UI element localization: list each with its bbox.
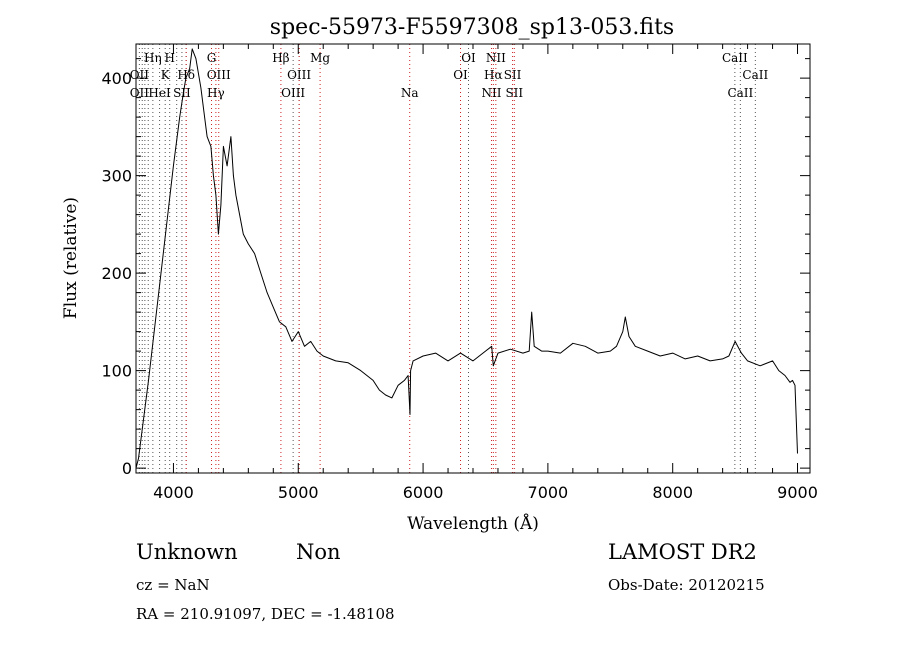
line-label-12: OIII xyxy=(287,68,311,82)
line-label-20: SII xyxy=(504,68,522,82)
spectral-subclass: Non xyxy=(296,540,341,564)
line-label-13: OIII xyxy=(281,86,305,100)
x-tick-label-1: 5000 xyxy=(278,483,319,502)
y-tick-label-2: 200 xyxy=(101,264,132,283)
y-tick-label-1: 100 xyxy=(101,362,132,381)
line-label-14: Mg xyxy=(310,51,330,65)
x-tick-label-4: 8000 xyxy=(652,483,693,502)
line-label-16: OI xyxy=(461,51,476,65)
line-label-10: Hγ xyxy=(207,86,225,100)
line-label-1: H xyxy=(164,51,174,65)
chart-title: spec-55973-F5597308_sp13-053.fits xyxy=(270,15,674,40)
line-label-4: Hδ xyxy=(177,68,195,82)
line-label-0: Hη xyxy=(144,51,162,65)
line-label-22: SII xyxy=(505,86,523,100)
line-label-24: CaII xyxy=(742,68,768,82)
line-label-25: CaII xyxy=(727,86,753,100)
line-label-17: OI xyxy=(453,68,468,82)
line-label-23: CaII xyxy=(722,51,748,65)
x-tick-label-3: 7000 xyxy=(528,483,569,502)
plot-frame xyxy=(135,43,811,474)
line-label-5: OII xyxy=(130,86,150,100)
spectrum-line xyxy=(135,48,798,469)
y-axis-label: Flux (relative) xyxy=(61,197,81,319)
x-tick-label-5: 9000 xyxy=(777,483,818,502)
line-label-21: NII xyxy=(481,86,501,100)
x-axis-label: Wavelength (Å) xyxy=(407,513,539,534)
line-markers xyxy=(138,44,756,473)
y-tick-label-3: 300 xyxy=(101,167,132,186)
line-label-8: G xyxy=(207,51,217,65)
spectral-class: Unknown xyxy=(136,540,238,564)
coordinates-readout: RA = 210.91097, DEC = -1.48108 xyxy=(136,605,395,623)
spectrum-series xyxy=(135,48,798,469)
y-tick-label-0: 0 xyxy=(122,459,132,478)
line-label-15: Na xyxy=(401,86,419,100)
x-tick-label-2: 6000 xyxy=(403,483,444,502)
line-label-9: OIII xyxy=(207,68,231,82)
line-label-18: NII xyxy=(486,51,506,65)
line-label-7: SII xyxy=(173,86,191,100)
axis-ticks: 4000 5000 6000 7000 8000 9000 0 100 200 300 400 xyxy=(101,44,818,502)
x-tick-label-0: 4000 xyxy=(153,483,194,502)
line-label-11: Hβ xyxy=(272,51,289,65)
redshift-readout: cz = NaN xyxy=(136,576,210,594)
observation-date: Obs-Date: 20120215 xyxy=(608,576,765,594)
line-label-3: K xyxy=(161,68,171,82)
line-label-6: HeI xyxy=(148,86,171,100)
y-tick-label-4: 400 xyxy=(101,69,132,88)
line-label-2: OII xyxy=(130,68,150,82)
line-label-19: Hα xyxy=(484,68,503,82)
survey-name: LAMOST DR2 xyxy=(608,540,757,564)
